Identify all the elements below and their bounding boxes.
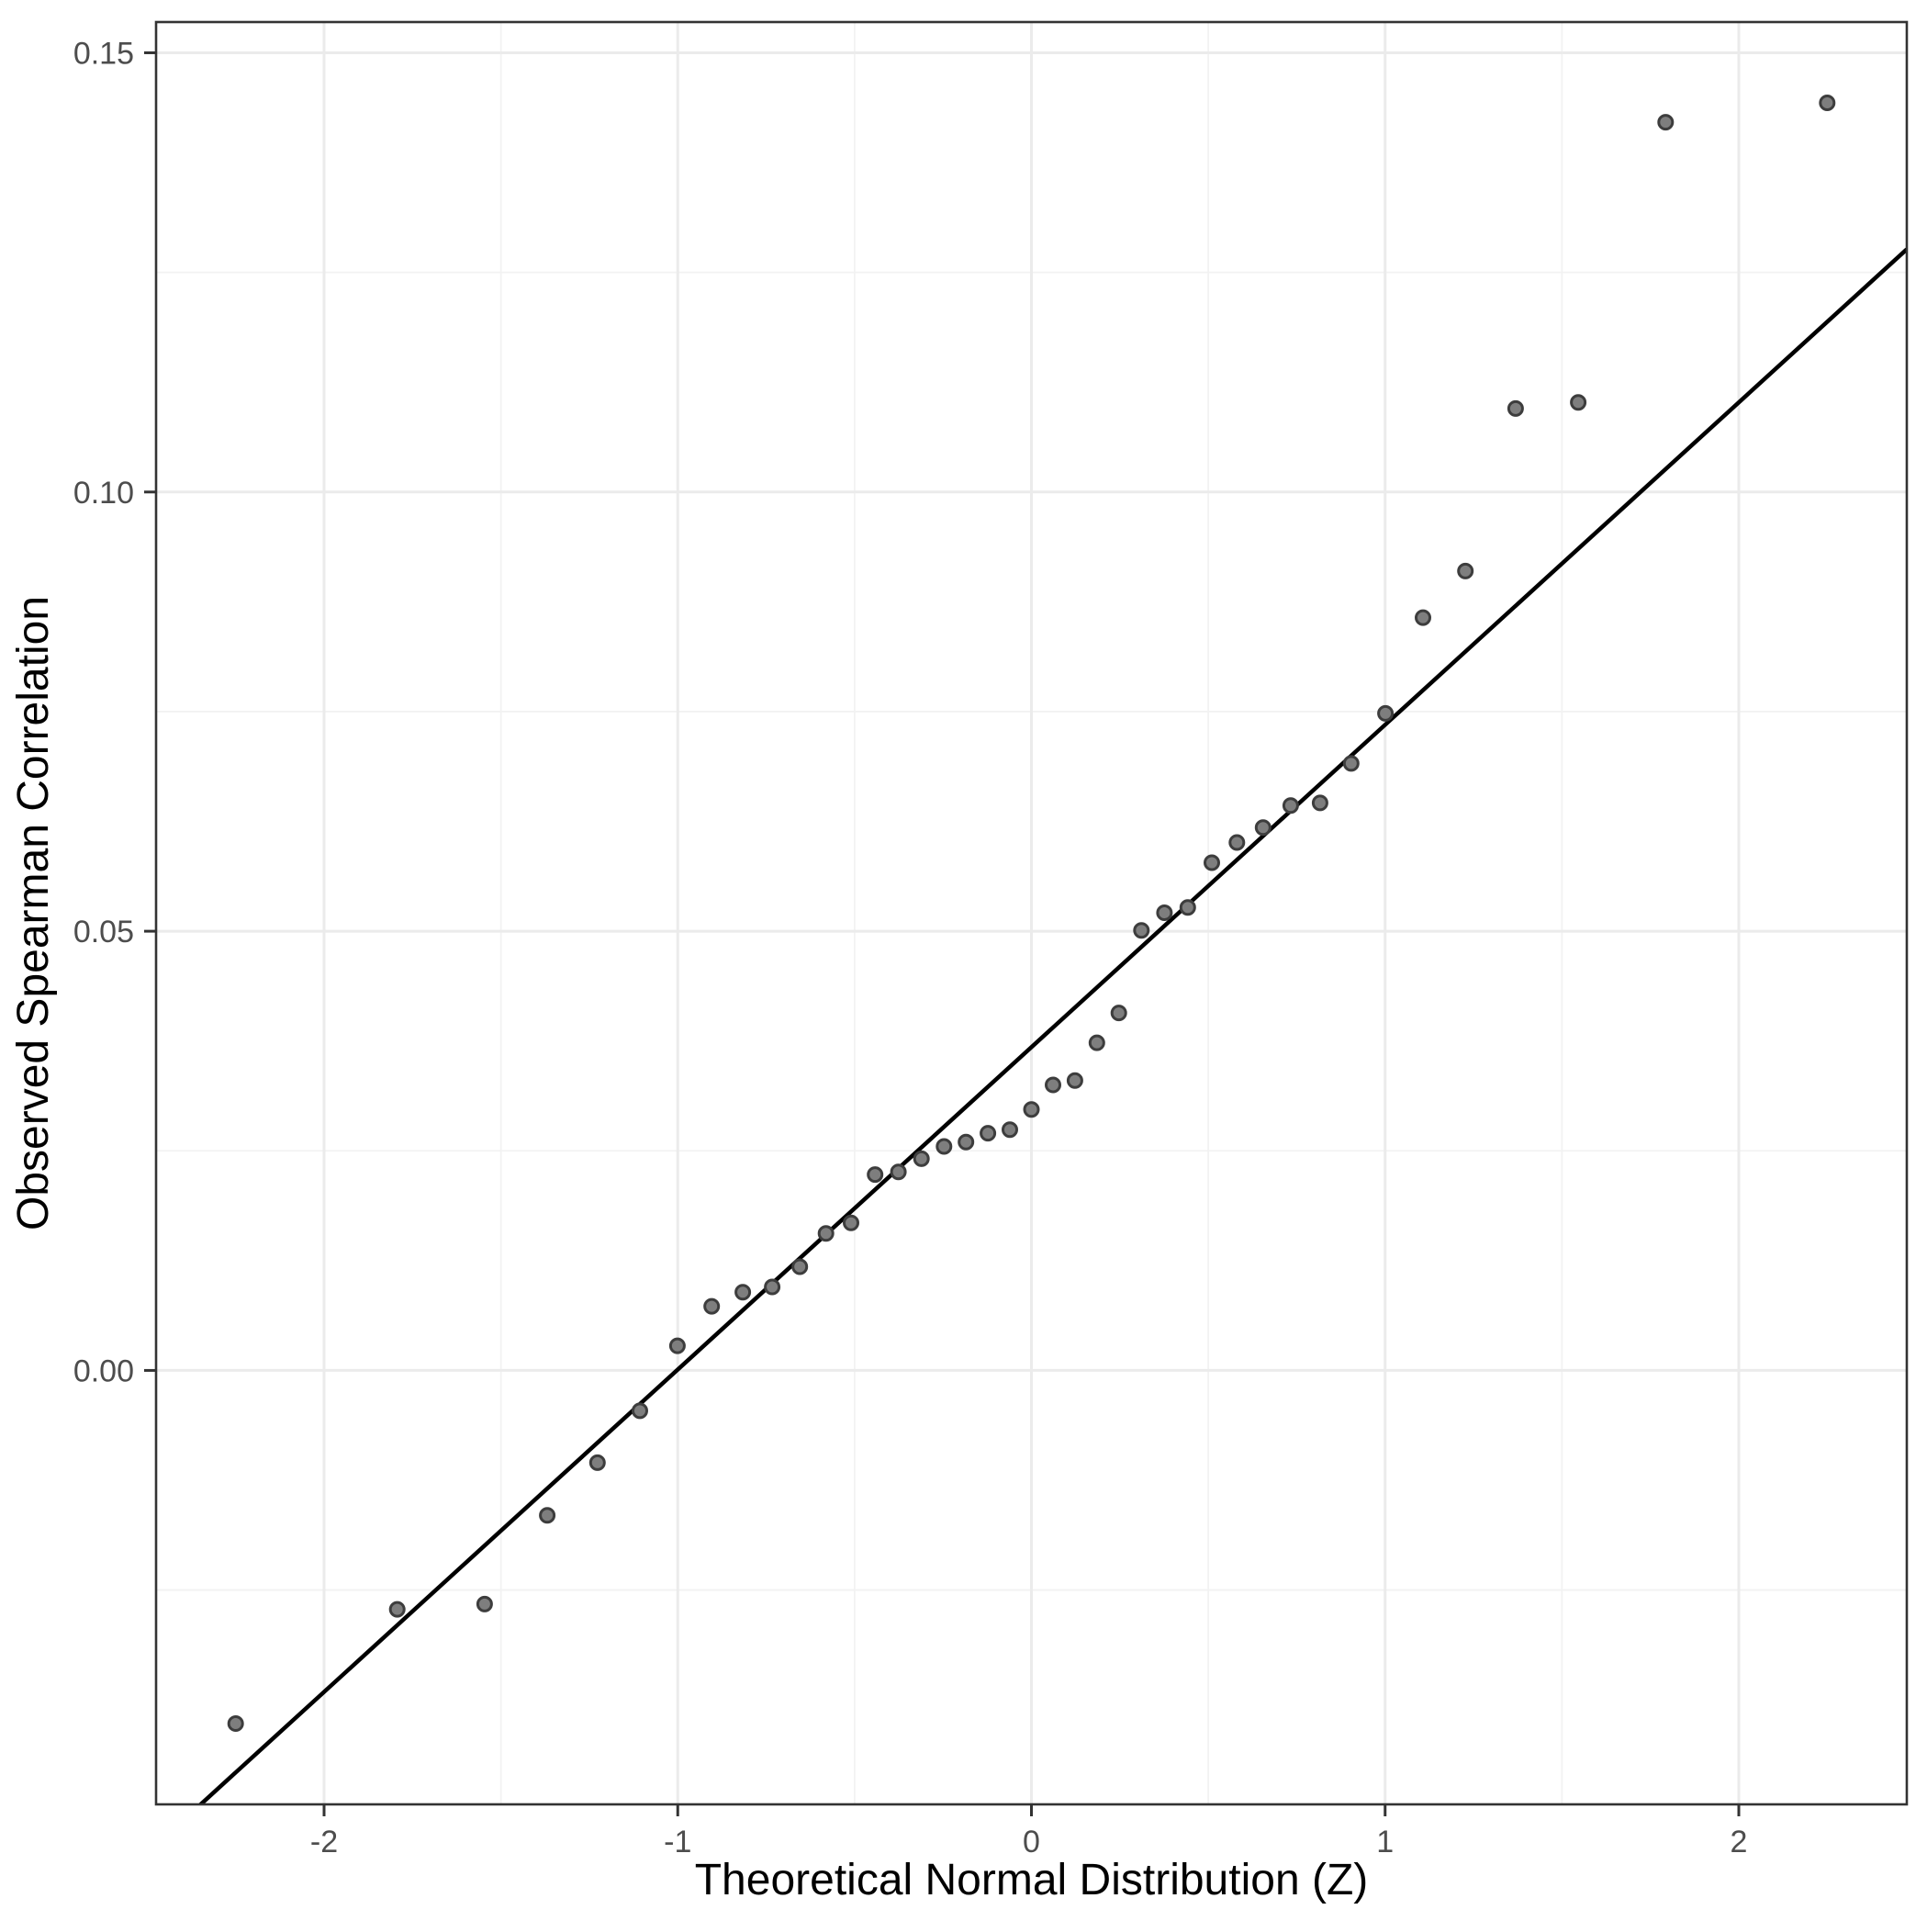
data-point [1311,794,1328,812]
y-axis-ticks [144,51,156,1372]
x-tick-label: 2 [1731,1825,1748,1859]
data-point [817,1225,835,1242]
x-axis-ticks [322,1804,1741,1816]
data-point [388,1601,406,1618]
data-point [668,1337,686,1354]
data-point [958,1133,975,1151]
data-point [1342,755,1360,772]
data-point [227,1715,244,1732]
x-tick-label: 1 [1376,1825,1394,1859]
x-axis-tick-labels: -2 -1 0 1 2 [310,1825,1748,1859]
data-point [1045,1076,1061,1094]
data-point [1377,704,1395,722]
data-point [867,1166,884,1184]
data-point [1507,399,1524,417]
data-point [980,1125,997,1142]
data-point [1228,834,1246,851]
data-point [1066,1072,1083,1089]
data-point [1819,95,1836,111]
data-point [913,1150,930,1167]
data-point [764,1278,781,1296]
data-point [588,1454,606,1471]
data-point [890,1163,907,1181]
reference-line [197,247,1907,1804]
x-tick-label: -2 [310,1825,338,1859]
data-point [1002,1121,1018,1139]
data-point [1457,562,1474,579]
data-point [632,1402,648,1420]
y-tick-label: 0.10 [73,476,134,511]
x-tick-label: 0 [1023,1825,1040,1859]
data-point [1110,1005,1127,1022]
data-point [476,1595,493,1612]
x-axis-title: Theoretical Normal Distribution (Z) [695,1856,1369,1904]
data-point [1657,114,1675,131]
data-point [539,1507,556,1524]
data-point [843,1214,859,1231]
gridlines-major [156,22,1907,1804]
y-axis-title: Observed Spearman Correlation [9,596,58,1230]
y-tick-label: 0.15 [73,36,134,71]
data-point [1133,922,1150,939]
qq-reference-line [197,247,1907,1804]
data-point [1282,797,1299,814]
data-point [1156,904,1173,921]
data-point [1415,609,1431,626]
data-point [1204,854,1220,871]
data-point [791,1258,809,1275]
data-point [1088,1034,1105,1051]
data-point [1570,394,1587,411]
data-points [227,95,1836,1732]
data-point [734,1284,752,1301]
data-point [935,1138,953,1155]
data-point [703,1297,721,1315]
data-point [1254,819,1272,837]
x-tick-label: -1 [664,1825,691,1859]
y-tick-label: 0.00 [73,1354,134,1388]
y-axis-tick-labels: 0.00 0.05 0.10 0.15 [73,36,134,1388]
data-point [1179,899,1196,916]
data-point [1023,1101,1040,1118]
y-tick-label: 0.05 [73,915,134,949]
